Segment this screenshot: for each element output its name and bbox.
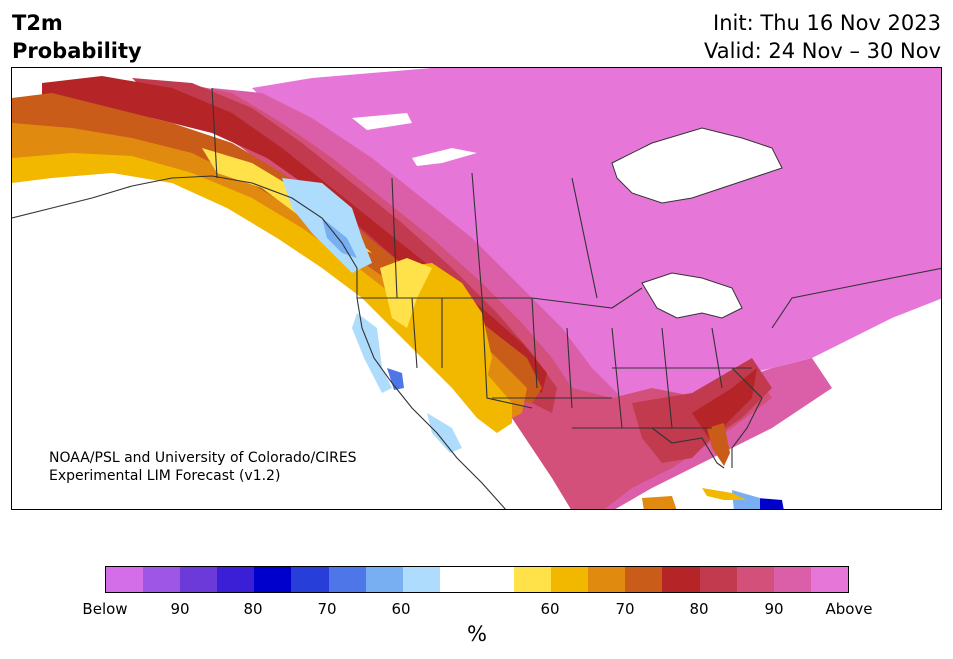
colorbar-swatch	[699, 567, 737, 592]
credit-line-1: NOAA/PSL and University of Colorado/CIRE…	[49, 450, 357, 466]
colorbar-swatch	[254, 567, 292, 592]
colorbar-swatch	[514, 567, 552, 592]
map-title: T2m Probability	[12, 9, 142, 65]
blue-socal	[387, 368, 404, 390]
title-line-2: Probability	[12, 39, 142, 63]
colorbar-swatch	[625, 567, 663, 592]
p55-west	[380, 258, 432, 328]
p60-band	[12, 153, 512, 433]
colorbar-swatch	[217, 567, 255, 592]
colorbar-tick-label: 70	[615, 600, 635, 618]
valid-date-label: Valid: 24 Nov – 30 Nov	[704, 39, 941, 63]
great-lakes	[641, 272, 743, 319]
colorbar-swatch	[328, 567, 366, 592]
p75-southeast	[692, 368, 757, 443]
colorbar-swatch	[291, 567, 329, 592]
colorbar-tick-label: 90	[764, 600, 784, 618]
init-date-label: Init: Thu 16 Nov 2023	[713, 11, 941, 35]
colorbar-swatch	[810, 567, 848, 592]
colorbar-tick-label: 80	[689, 600, 709, 618]
colorbar-tick-label: 70	[317, 600, 337, 618]
probability-map	[11, 67, 942, 510]
colorbar-swatch	[365, 567, 403, 592]
colorbar-swatch	[106, 567, 144, 592]
colorbar-swatch	[551, 567, 589, 592]
colorbar-swatch	[736, 567, 774, 592]
p65-caribbean	[642, 496, 677, 509]
blue60-alaska	[322, 218, 357, 258]
blue-caribbean-light	[732, 490, 760, 509]
colorbar-swatch	[439, 567, 477, 592]
colorbar-tick-label: 80	[243, 600, 263, 618]
colorbar-swatch	[180, 567, 218, 592]
political-borders	[12, 87, 941, 509]
colorbar-swatch	[476, 567, 515, 592]
colorbar-unit-label: %	[467, 622, 487, 646]
great-bear-lake	[352, 113, 412, 130]
colorbar-tick-label: 60	[391, 600, 411, 618]
great-slave-lake	[412, 148, 477, 166]
hudson-bay	[611, 127, 783, 204]
colorbar-tick-label: Below	[82, 600, 128, 618]
colorbar-tick-label: 60	[540, 600, 560, 618]
map-svg	[12, 68, 941, 509]
p70-florida	[707, 423, 730, 466]
title-line-1: T2m	[12, 11, 63, 35]
colorbar-swatch	[588, 567, 626, 592]
p60-cuba	[702, 488, 747, 500]
credit-line-2: Experimental LIM Forecast (v1.2)	[49, 468, 281, 484]
probability-colorbar	[105, 566, 849, 593]
data-credit: NOAA/PSL and University of Colorado/CIRE…	[49, 449, 357, 485]
colorbar-swatch	[143, 567, 181, 592]
colorbar-swatch	[773, 567, 811, 592]
colorbar-swatch	[662, 567, 700, 592]
colorbar-swatch	[402, 567, 440, 592]
blue-caribbean	[757, 498, 784, 509]
forecast-dates: Init: Thu 16 Nov 2023 Valid: 24 Nov – 30…	[704, 9, 941, 65]
colorbar-tick-label: Above	[825, 600, 873, 618]
blue-baja	[427, 413, 462, 453]
colorbar-tick-label: 90	[170, 600, 190, 618]
